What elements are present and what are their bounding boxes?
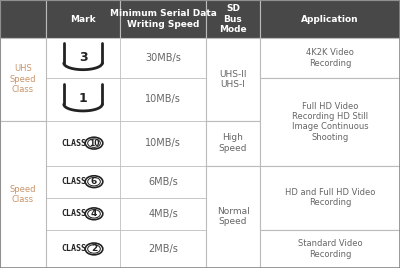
Text: CLASS: CLASS	[61, 139, 86, 148]
Bar	[206, 166, 260, 198]
Bar	[260, 78, 400, 121]
Bar	[120, 38, 206, 78]
Text: HD and Full HD Video
Recording: HD and Full HD Video Recording	[285, 188, 375, 207]
Bar	[0, 78, 46, 121]
Bar	[206, 121, 260, 166]
Bar	[46, 198, 120, 230]
Bar	[120, 121, 206, 166]
Text: UHS-II
UHS-I: UHS-II UHS-I	[219, 70, 247, 89]
Bar	[206, 198, 260, 230]
Circle shape	[85, 137, 103, 149]
Text: CLASS: CLASS	[61, 244, 86, 254]
Text: 4MB/s: 4MB/s	[148, 209, 178, 219]
Bar	[0, 230, 46, 268]
Bar	[0, 198, 46, 230]
Text: High
Speed: High Speed	[219, 133, 247, 153]
Text: CLASS: CLASS	[61, 177, 86, 186]
Bar	[206, 78, 260, 121]
Text: UHS
Speed
Class: UHS Speed Class	[10, 65, 36, 94]
Bar	[46, 121, 120, 166]
Text: CLASS: CLASS	[61, 209, 86, 218]
Text: 10: 10	[89, 139, 99, 148]
Circle shape	[88, 245, 100, 253]
Bar	[46, 230, 120, 268]
Bar	[260, 78, 400, 166]
Text: 2: 2	[91, 244, 97, 254]
Bar	[260, 38, 400, 78]
Text: 30MB/s: 30MB/s	[145, 53, 181, 63]
Circle shape	[85, 243, 103, 255]
Text: 3: 3	[79, 51, 87, 64]
Text: Standard Video
Recording: Standard Video Recording	[298, 239, 362, 259]
Text: 1: 1	[79, 92, 87, 105]
Bar	[260, 198, 400, 230]
Text: Application: Application	[301, 14, 359, 24]
Bar	[260, 230, 400, 268]
Text: Minimum Serial Data
Writing Speed: Minimum Serial Data Writing Speed	[110, 9, 216, 29]
Circle shape	[88, 177, 100, 186]
Text: Speed
Class: Speed Class	[10, 185, 36, 204]
Text: Normal
Speed: Normal Speed	[217, 207, 249, 226]
Text: 10MB/s: 10MB/s	[145, 94, 181, 104]
Text: 6: 6	[91, 177, 97, 186]
Bar	[260, 38, 400, 78]
Bar	[46, 78, 120, 121]
Bar	[0, 121, 46, 268]
Bar	[260, 166, 400, 230]
Text: 2MB/s: 2MB/s	[148, 244, 178, 254]
Bar	[0, 38, 46, 121]
Bar	[260, 166, 400, 198]
Bar	[0, 166, 46, 198]
Bar	[206, 166, 260, 268]
Bar	[206, 0, 260, 38]
Bar	[206, 230, 260, 268]
Bar	[46, 38, 120, 78]
Text: 6MB/s: 6MB/s	[148, 177, 178, 187]
Circle shape	[88, 210, 100, 218]
Bar	[120, 198, 206, 230]
Bar	[206, 38, 260, 121]
Bar	[46, 0, 120, 38]
Text: Mark: Mark	[70, 14, 96, 24]
Bar	[0, 0, 46, 38]
Circle shape	[85, 208, 103, 220]
Text: 4K2K Video
Recording: 4K2K Video Recording	[306, 48, 354, 68]
Text: SD
Bus
Mode: SD Bus Mode	[219, 4, 247, 34]
Bar	[120, 230, 206, 268]
Bar	[120, 78, 206, 121]
Bar	[260, 0, 400, 38]
Bar	[120, 166, 206, 198]
Circle shape	[85, 176, 103, 188]
Bar	[260, 230, 400, 268]
Circle shape	[88, 139, 100, 147]
Bar	[0, 121, 46, 166]
Bar	[120, 0, 206, 38]
Bar	[0, 38, 46, 78]
Text: 10MB/s: 10MB/s	[145, 138, 181, 148]
Bar	[206, 121, 260, 166]
Bar	[260, 121, 400, 166]
Bar	[206, 38, 260, 78]
Text: 4: 4	[91, 209, 97, 218]
Bar	[46, 166, 120, 198]
Text: Full HD Video
Recording HD Still
Image Continuous
Shooting: Full HD Video Recording HD Still Image C…	[292, 102, 368, 142]
